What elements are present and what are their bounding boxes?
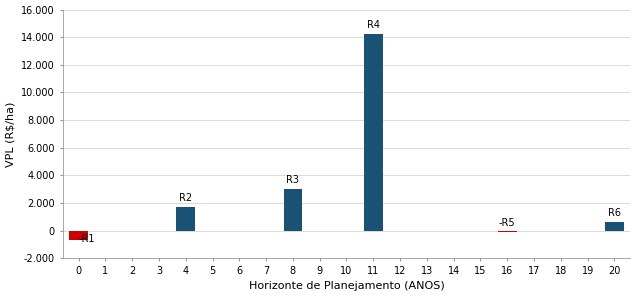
Text: R2: R2 [179, 193, 192, 203]
Y-axis label: VPL (R$/ha): VPL (R$/ha) [6, 101, 15, 167]
Bar [605, 222, 624, 230]
Text: R6: R6 [608, 208, 621, 218]
Text: -R1: -R1 [78, 234, 95, 244]
Text: -R5: -R5 [499, 218, 516, 228]
Bar [284, 189, 302, 230]
Text: R4: R4 [367, 20, 380, 30]
X-axis label: Horizonte de Planejamento (ANOS): Horizonte de Planejamento (ANOS) [249, 282, 445, 291]
Bar [69, 230, 88, 240]
Bar [498, 230, 516, 232]
Text: R3: R3 [286, 175, 300, 185]
Bar [176, 207, 195, 230]
Bar [364, 34, 383, 230]
